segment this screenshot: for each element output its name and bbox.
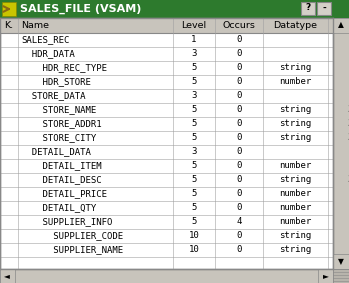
Text: 5: 5 — [191, 78, 197, 87]
Text: 0: 0 — [236, 134, 242, 143]
Text: 0: 0 — [236, 231, 242, 241]
Text: DETAIL_ITEM: DETAIL_ITEM — [21, 162, 102, 170]
Text: number: number — [279, 162, 311, 170]
Text: ?: ? — [305, 3, 311, 12]
Text: 0: 0 — [236, 119, 242, 128]
Text: string: string — [279, 231, 311, 241]
Text: number: number — [279, 190, 311, 198]
Text: HDR_REC_TYPE: HDR_REC_TYPE — [21, 63, 107, 72]
Text: DETAIL_QTY: DETAIL_QTY — [21, 203, 96, 213]
Bar — [0, 269, 15, 283]
Text: 3: 3 — [191, 147, 197, 156]
Text: 0: 0 — [236, 190, 242, 198]
Text: 0: 0 — [236, 35, 242, 44]
Text: 1: 1 — [191, 35, 197, 44]
Text: 0: 0 — [236, 78, 242, 87]
Text: ◄: ◄ — [4, 271, 10, 280]
Text: SUPPLIER_CODE: SUPPLIER_CODE — [21, 231, 123, 241]
Text: HDR_STORE: HDR_STORE — [21, 78, 91, 87]
Text: 5: 5 — [191, 190, 197, 198]
Text: 5: 5 — [191, 218, 197, 226]
Bar — [0, 269, 333, 283]
Bar — [333, 269, 349, 283]
Text: 5: 5 — [191, 162, 197, 170]
Text: -: - — [322, 3, 326, 12]
Text: 0: 0 — [236, 106, 242, 115]
Bar — [2, 2, 16, 16]
Text: 30: 30 — [348, 134, 349, 143]
Text: 0: 0 — [236, 50, 242, 59]
Text: 0: 0 — [236, 147, 242, 156]
Text: 10: 10 — [188, 245, 199, 254]
Text: number: number — [279, 78, 311, 87]
Text: STORE_DATA: STORE_DATA — [21, 91, 86, 100]
Text: SALES_FILE (VSAM): SALES_FILE (VSAM) — [20, 4, 141, 14]
Text: string: string — [279, 175, 311, 185]
Text: STORE_NAME: STORE_NAME — [21, 106, 96, 115]
Bar — [333, 18, 349, 33]
Text: 0: 0 — [236, 91, 242, 100]
Text: SUPPLIER_INFO: SUPPLIER_INFO — [21, 218, 112, 226]
Text: SALES_REC: SALES_REC — [21, 35, 69, 44]
Text: string: string — [279, 63, 311, 72]
Text: STORE_ADDR1: STORE_ADDR1 — [21, 119, 102, 128]
Text: 0: 0 — [236, 175, 242, 185]
Text: 10: 10 — [188, 231, 199, 241]
Bar — [317, 2, 331, 15]
Text: Length: Length — [337, 20, 349, 29]
Text: 30: 30 — [348, 175, 349, 185]
Text: ►: ► — [323, 271, 329, 280]
Text: 0: 0 — [236, 245, 242, 254]
Text: 5: 5 — [191, 106, 197, 115]
Text: ▲: ▲ — [338, 20, 344, 29]
Text: ▼: ▼ — [338, 258, 344, 267]
Text: Datatype: Datatype — [273, 20, 317, 29]
Text: string: string — [279, 106, 311, 115]
Text: 5: 5 — [191, 203, 197, 213]
Text: DETAIL_DESC: DETAIL_DESC — [21, 175, 102, 185]
Text: 3: 3 — [191, 50, 197, 59]
Bar — [333, 18, 349, 269]
Text: 5: 5 — [191, 134, 197, 143]
Text: SUPPLIER_NAME: SUPPLIER_NAME — [21, 245, 123, 254]
Bar — [0, 18, 333, 33]
Text: DETAIL_DATA: DETAIL_DATA — [21, 147, 91, 156]
Text: string: string — [279, 245, 311, 254]
Bar — [0, 0, 349, 18]
Text: DETAIL_PRICE: DETAIL_PRICE — [21, 190, 107, 198]
Bar — [318, 269, 333, 283]
Text: 4: 4 — [236, 218, 242, 226]
Text: 5: 5 — [191, 119, 197, 128]
Text: 30: 30 — [348, 119, 349, 128]
Text: STORE_CITY: STORE_CITY — [21, 134, 96, 143]
Bar — [0, 18, 333, 269]
Bar — [301, 2, 315, 15]
Text: 5: 5 — [191, 175, 197, 185]
Text: HDR_DATA: HDR_DATA — [21, 50, 75, 59]
Text: Level: Level — [181, 20, 207, 29]
Text: 0: 0 — [236, 203, 242, 213]
Text: 0: 0 — [236, 162, 242, 170]
Text: number: number — [279, 203, 311, 213]
Text: Occurs: Occurs — [223, 20, 255, 29]
Bar — [333, 254, 349, 269]
Text: 0: 0 — [236, 63, 242, 72]
Text: Name: Name — [21, 20, 49, 29]
Text: 5: 5 — [191, 63, 197, 72]
Text: string: string — [279, 134, 311, 143]
Text: 30: 30 — [348, 106, 349, 115]
Text: string: string — [279, 119, 311, 128]
Text: 3: 3 — [191, 91, 197, 100]
Text: K.: K. — [5, 20, 14, 29]
Text: number: number — [279, 218, 311, 226]
